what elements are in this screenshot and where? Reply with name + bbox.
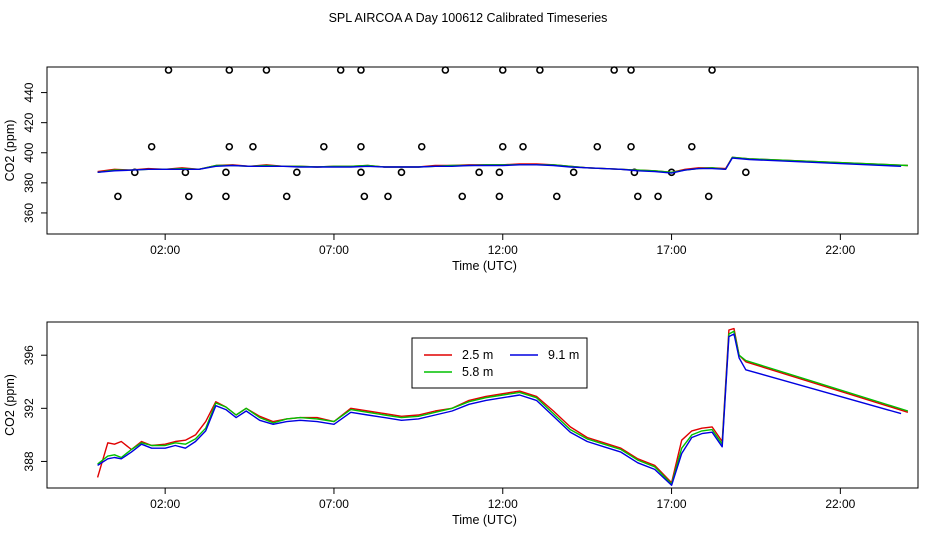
bottom-plot-frame <box>46 321 919 489</box>
top-data-point <box>184 192 193 201</box>
bottom-y-tick-label: 396 <box>22 345 36 365</box>
top-data-point <box>147 142 156 151</box>
top-data-point <box>384 192 392 201</box>
top-y-tick-label: 440 <box>22 82 36 102</box>
top-data-point <box>742 168 750 177</box>
top-y-axis-title: CO2 (ppm) <box>3 120 17 182</box>
bottom-x-tick-label: 12:00 <box>488 497 518 511</box>
top-x-tick-label: 07:00 <box>319 243 349 257</box>
top-data-point <box>357 66 365 74</box>
top-x-tick-label: 17:00 <box>657 243 687 257</box>
legend-label: 2.5 m <box>462 348 493 362</box>
top-plot-frame <box>46 66 919 235</box>
top-panel: 02:00 07:00 12:00 17:00 22:00 Time (UTC) 360 38… <box>3 66 919 273</box>
top-y-tick-label: 360 <box>22 203 36 223</box>
top-data-point <box>222 192 230 201</box>
top-data-point <box>627 66 635 74</box>
bottom-x-tick-label: 17:00 <box>657 497 687 511</box>
top-data-point <box>262 66 271 74</box>
top-data-point <box>536 66 544 74</box>
bottom-panel: 02:00 07:00 12:00 17:00 22:00 Time (UTC) 388 39… <box>3 321 919 527</box>
top-data-point <box>654 192 662 201</box>
legend-label: 9.1 m <box>548 348 579 362</box>
top-data-point <box>633 192 642 201</box>
top-data-point <box>417 142 426 151</box>
top-data-point <box>114 192 122 201</box>
top-data-point <box>498 142 507 151</box>
top-x-tick-label: 12:00 <box>488 243 518 257</box>
top-data-point <box>519 142 527 151</box>
bottom-series-line-9-1-m <box>97 333 902 486</box>
bottom-x-tick-label: 07:00 <box>319 497 349 511</box>
chart-title: SPL AIRCOA A Day 100612 Calibrated Times… <box>329 11 608 25</box>
top-data-point <box>357 142 365 151</box>
top-data-point <box>704 192 713 201</box>
bottom-series-line-2-5-m <box>96 327 909 484</box>
top-data-point <box>222 168 230 177</box>
top-data-point <box>336 66 345 74</box>
bottom-y-tick-label: 388 <box>22 451 36 471</box>
top-data-point <box>610 66 618 74</box>
top-data-point <box>320 142 328 151</box>
legend-label: 5.8 m <box>462 365 493 379</box>
bottom-y-tick-label: 392 <box>22 398 36 418</box>
bottom-x-tick-label: 22:00 <box>825 497 855 511</box>
top-data-point <box>569 168 578 177</box>
bottom-y-axis-title: CO2 (ppm) <box>3 374 17 436</box>
top-data-point <box>357 168 365 177</box>
top-data-point <box>495 192 504 201</box>
top-data-point <box>225 66 234 74</box>
bottom-x-axis-title: Time (UTC) <box>452 513 517 527</box>
top-x-tick-label: 22:00 <box>825 243 855 257</box>
top-data-point <box>498 66 507 74</box>
top-data-point <box>397 168 406 177</box>
top-data-point <box>441 66 450 74</box>
top-data-point <box>282 192 291 201</box>
top-data-point <box>249 142 257 151</box>
top-x-tick-label: 02:00 <box>150 243 180 257</box>
top-data-point <box>708 66 716 74</box>
top-data-point <box>688 142 696 151</box>
legend-box <box>411 337 588 389</box>
top-data-point <box>495 168 504 177</box>
top-y-tick-label: 400 <box>22 142 36 162</box>
top-series-line-9-1-m <box>97 157 902 174</box>
top-y-tick-label: 380 <box>22 173 36 193</box>
bottom-x-tick-label: 02:00 <box>150 497 180 511</box>
top-data-point <box>475 168 483 177</box>
top-data-point <box>293 168 301 177</box>
top-data-point <box>225 142 234 151</box>
top-x-axis-title: Time (UTC) <box>452 259 517 273</box>
top-data-point <box>627 142 635 151</box>
top-data-point <box>360 192 369 201</box>
top-data-point <box>181 168 190 177</box>
bottom-series-line-5-8-m <box>97 330 909 485</box>
top-y-tick-label: 420 <box>22 112 36 132</box>
top-data-point <box>458 192 467 201</box>
top-data-point <box>164 66 173 74</box>
top-data-point <box>552 192 561 201</box>
top-data-point <box>593 142 602 151</box>
legend: 2.5 m 9.1 m 5.8 m <box>411 337 588 389</box>
